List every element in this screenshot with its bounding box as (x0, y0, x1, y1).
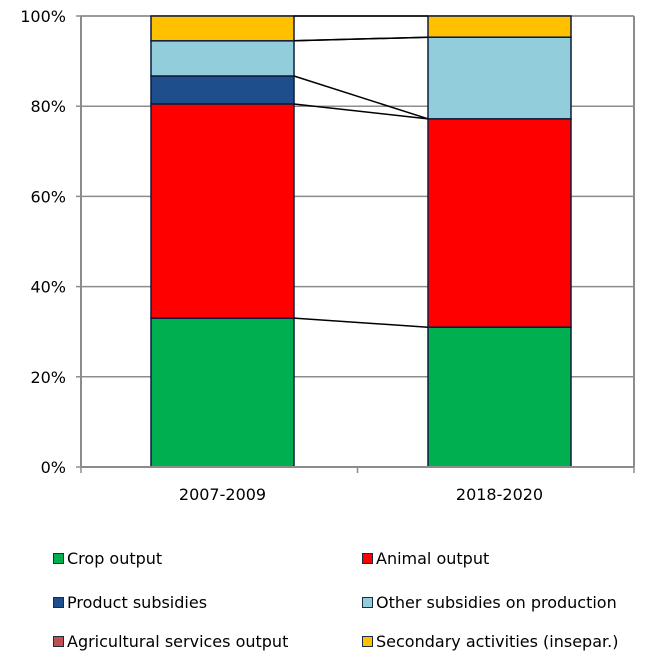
y-tick-label: 20% (30, 368, 66, 387)
y-tick-label: 80% (30, 97, 66, 116)
bar-segment-crop-output (427, 326, 572, 468)
series-line (293, 75, 429, 120)
bar-segment-other-subsidies-on-production (150, 40, 295, 77)
series-line (293, 103, 429, 120)
series-line (293, 317, 429, 328)
y-tick-label: 40% (30, 278, 66, 297)
bar-segment-crop-output (150, 317, 295, 468)
bar-segment-product-subsidies (150, 75, 295, 105)
bar-segment-other-subsidies-on-production (427, 36, 572, 120)
y-tick-label: 0% (41, 458, 66, 477)
y-tick-label: 60% (30, 187, 66, 206)
y-tick-label: 100% (20, 7, 66, 26)
bar-segment-animal-output (150, 103, 295, 319)
bar-segment-secondary-activities-insepar (427, 15, 572, 38)
bar-segment-animal-output (427, 118, 572, 328)
series-line (293, 36, 429, 42)
bar-segment-secondary-activities-insepar (150, 15, 295, 42)
x-tick-label: 2018-2020 (456, 485, 543, 504)
x-tick-label: 2007-2009 (179, 485, 266, 504)
